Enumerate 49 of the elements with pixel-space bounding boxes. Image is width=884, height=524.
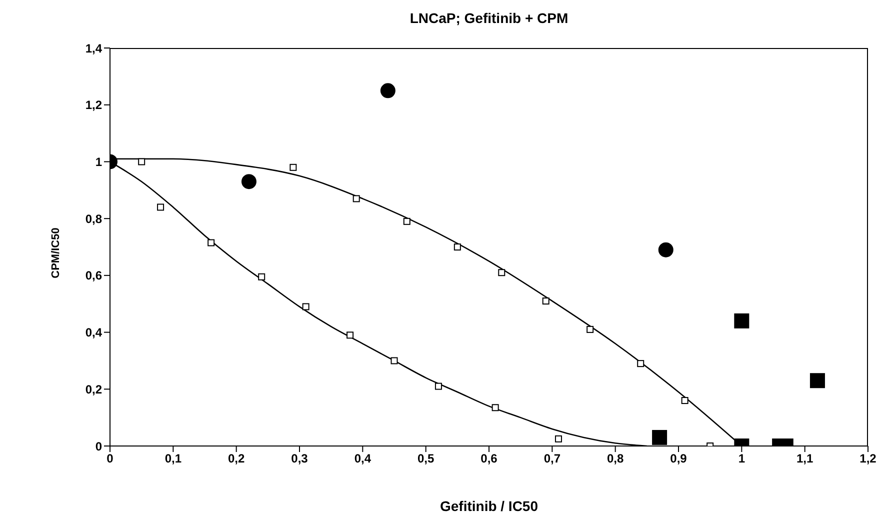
x-tick-label: 0,8 [606, 452, 624, 466]
y-tick-label: 0,2 [85, 382, 102, 396]
x-tick-label: 0,9 [670, 452, 688, 466]
y-tick-label: 0,4 [85, 326, 102, 340]
x-tick-label: 0,5 [417, 452, 434, 466]
point [681, 397, 688, 404]
y-tick-label: 1,4 [85, 41, 102, 56]
x-tick-label: 0,4 [354, 452, 372, 466]
x-tick-label: 0,3 [291, 452, 308, 466]
x-tick-label: 0,1 [164, 452, 182, 466]
point [258, 273, 266, 280]
point [554, 435, 562, 442]
y-tick-label: 1 [95, 154, 102, 169]
point [637, 360, 644, 368]
point [352, 195, 360, 202]
point [346, 332, 354, 339]
point [208, 239, 215, 246]
x-tick-label: 0,2 [228, 452, 245, 466]
y-axis-title: CPM/IC50 [50, 226, 62, 280]
y-tick-label: 0,8 [85, 212, 102, 226]
x-tick-label: 1 [738, 452, 746, 466]
point [138, 158, 146, 166]
point [498, 269, 506, 276]
x-tick-label: 1,1 [796, 452, 814, 466]
point [810, 373, 825, 388]
point [157, 204, 164, 211]
point [434, 382, 442, 390]
x-tick-label: 1,2 [860, 452, 877, 466]
point [302, 303, 310, 310]
x-tick-label: 0,6 [480, 452, 498, 466]
point [658, 242, 674, 258]
point [734, 313, 750, 328]
point [652, 430, 668, 445]
x-tick-label: 0 [106, 452, 114, 466]
point [542, 298, 550, 305]
x-tick-label: 0,7 [544, 452, 561, 466]
point [380, 83, 396, 98]
point [290, 164, 297, 171]
point [390, 357, 398, 364]
y-tick-label: 1,2 [85, 98, 102, 112]
point [586, 326, 594, 333]
y-tick-label: 0,6 [85, 268, 102, 283]
chart-title: LNCaP; Gefitinib + CPM [408, 10, 570, 26]
point [241, 174, 256, 190]
point [454, 244, 461, 250]
point [403, 218, 410, 225]
x-axis-title: Gefitinib / IC50 [438, 498, 539, 514]
y-tick-label: 0 [95, 439, 102, 454]
point [492, 404, 499, 412]
